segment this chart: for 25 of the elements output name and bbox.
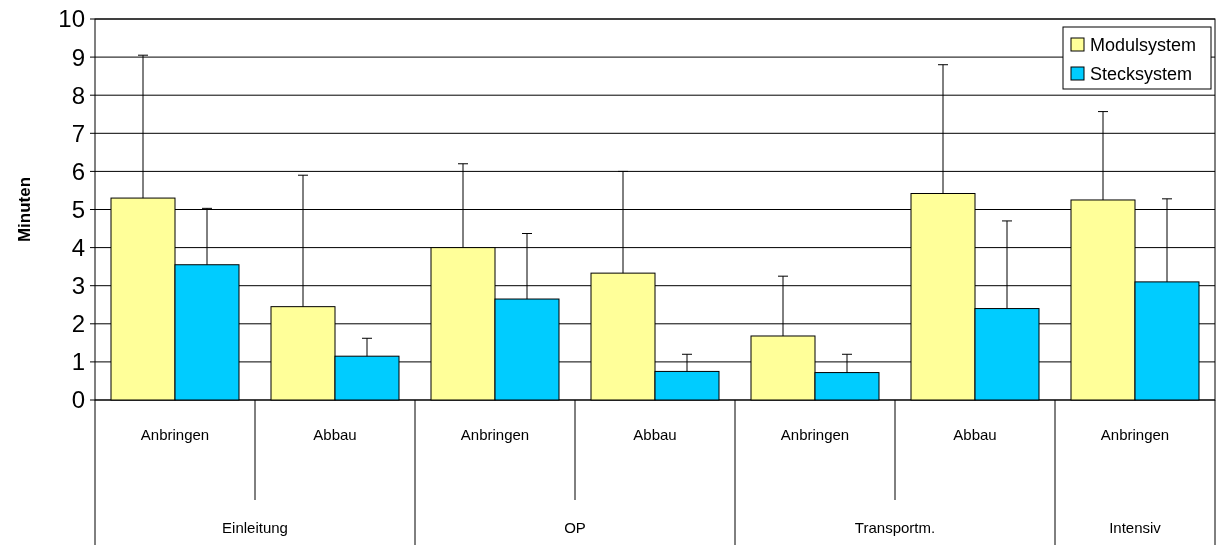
y-tick-label: 8 <box>71 81 85 109</box>
legend-label: Modulsystem <box>1090 34 1197 55</box>
y-tick-label: 1 <box>71 348 85 376</box>
text: Transportm. <box>854 519 936 536</box>
text: OP <box>564 519 586 536</box>
text: Einleitung <box>222 519 288 536</box>
x-tick-label: Anbringen <box>780 426 850 443</box>
y-tick-label: 3 <box>71 272 85 300</box>
y-tick-label: 4 <box>71 234 85 261</box>
y-axis-title: Minuten <box>15 176 34 243</box>
x-tick-label: Anbringen <box>140 426 210 443</box>
x-tick-label: Abbau <box>953 426 997 443</box>
x-tick-label: Anbringen <box>1100 426 1170 443</box>
text: Intensiv <box>1109 519 1162 536</box>
x-tick-label: Abbau <box>633 426 677 443</box>
y-tick-label: 2 <box>71 310 85 338</box>
legend-label: Stecksystem <box>1090 63 1193 84</box>
y-tick-label: 5 <box>71 195 85 223</box>
x-tick-label: Abbau <box>313 426 357 443</box>
x-tick-label: Anbringen <box>460 426 530 443</box>
y-tick-label: 0 <box>71 386 85 414</box>
y-tick-label: 7 <box>71 119 85 147</box>
y-tick-label: 9 <box>71 43 85 71</box>
y-tick-label: 6 <box>71 157 85 185</box>
y-tick-label: 10 <box>58 5 85 33</box>
